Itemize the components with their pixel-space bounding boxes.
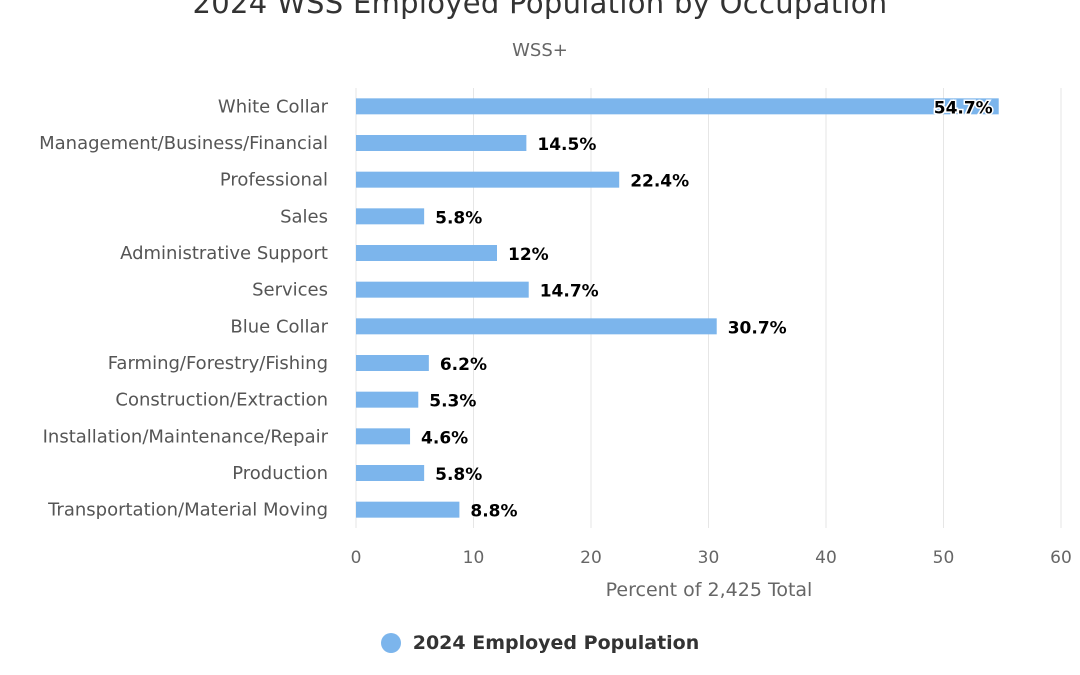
category-label: Construction/Extraction bbox=[115, 390, 328, 411]
category-label: Services bbox=[252, 280, 328, 301]
bar[interactable] bbox=[356, 318, 717, 335]
data-label: 4.6% bbox=[421, 428, 468, 448]
category-labels: White Collar Management/Business/Financia… bbox=[39, 96, 329, 520]
bar[interactable] bbox=[356, 171, 620, 188]
legend-marker bbox=[380, 633, 401, 653]
category-label: Administrative Support bbox=[120, 243, 328, 264]
bar[interactable] bbox=[356, 465, 425, 481]
bar[interactable] bbox=[356, 135, 527, 151]
data-label: 5.3% bbox=[429, 392, 476, 412]
x-tick-label: 50 bbox=[933, 548, 955, 568]
chart-title: 2024 WSS Employed Population by Occupati… bbox=[192, 0, 888, 20]
x-tick-label: 30 bbox=[698, 548, 720, 568]
category-label: Management/Business/Financial bbox=[39, 133, 328, 154]
bar[interactable] bbox=[356, 245, 497, 261]
data-label: 22.4% bbox=[630, 172, 689, 192]
x-tick-label: 20 bbox=[580, 548, 602, 568]
category-label: Professional bbox=[220, 170, 328, 191]
data-label: 14.5% bbox=[537, 135, 596, 155]
grid-lines bbox=[355, 88, 1062, 528]
bar[interactable] bbox=[356, 501, 460, 518]
bar[interactable] bbox=[356, 428, 411, 445]
data-labels: 54.7% 14.5% 22.4% 5.8% 12% 14.7% 30.7% 6.2% 5.3%… bbox=[421, 97, 994, 522]
category-label: Production bbox=[232, 463, 328, 484]
x-tick-label: 10 bbox=[463, 548, 485, 568]
legend-label: 2024 Employed Population bbox=[412, 632, 700, 654]
x-tick-label: 60 bbox=[1050, 548, 1072, 568]
x-tick-label: 0 bbox=[351, 548, 362, 568]
category-label: White Collar bbox=[218, 96, 329, 117]
x-tick-label: 40 bbox=[815, 548, 837, 568]
bar[interactable] bbox=[356, 281, 529, 298]
data-label: 30.7% bbox=[728, 318, 787, 338]
data-label: 8.8% bbox=[470, 502, 517, 522]
bar[interactable] bbox=[356, 355, 429, 371]
data-label: 12% bbox=[508, 245, 549, 265]
bars bbox=[356, 98, 999, 518]
data-label: 54.7% bbox=[934, 98, 993, 118]
data-label: 14.7% bbox=[540, 282, 599, 302]
x-tick-labels: 0 10 20 30 40 50 60 bbox=[351, 548, 1072, 568]
data-label: 6.2% bbox=[440, 355, 487, 375]
category-label: Blue Collar bbox=[230, 316, 328, 337]
legend-item[interactable]: 2024 Employed Population bbox=[380, 632, 700, 654]
bar[interactable] bbox=[356, 208, 425, 225]
category-label: Farming/Forestry/Fishing bbox=[108, 353, 328, 374]
bar[interactable] bbox=[356, 98, 999, 115]
data-label: 5.8% bbox=[435, 465, 482, 485]
data-label: 5.8% bbox=[435, 208, 482, 228]
x-axis-title: Percent of 2,425 Total bbox=[606, 579, 813, 601]
category-label: Installation/Maintenance/Repair bbox=[43, 426, 329, 447]
legend[interactable]: 2024 Employed Population bbox=[0, 632, 1080, 658]
bar[interactable] bbox=[356, 391, 419, 408]
category-label: Sales bbox=[280, 206, 328, 227]
category-label: Transportation/Material Moving bbox=[47, 500, 328, 521]
chart-subtitle: WSS+ bbox=[512, 40, 568, 61]
